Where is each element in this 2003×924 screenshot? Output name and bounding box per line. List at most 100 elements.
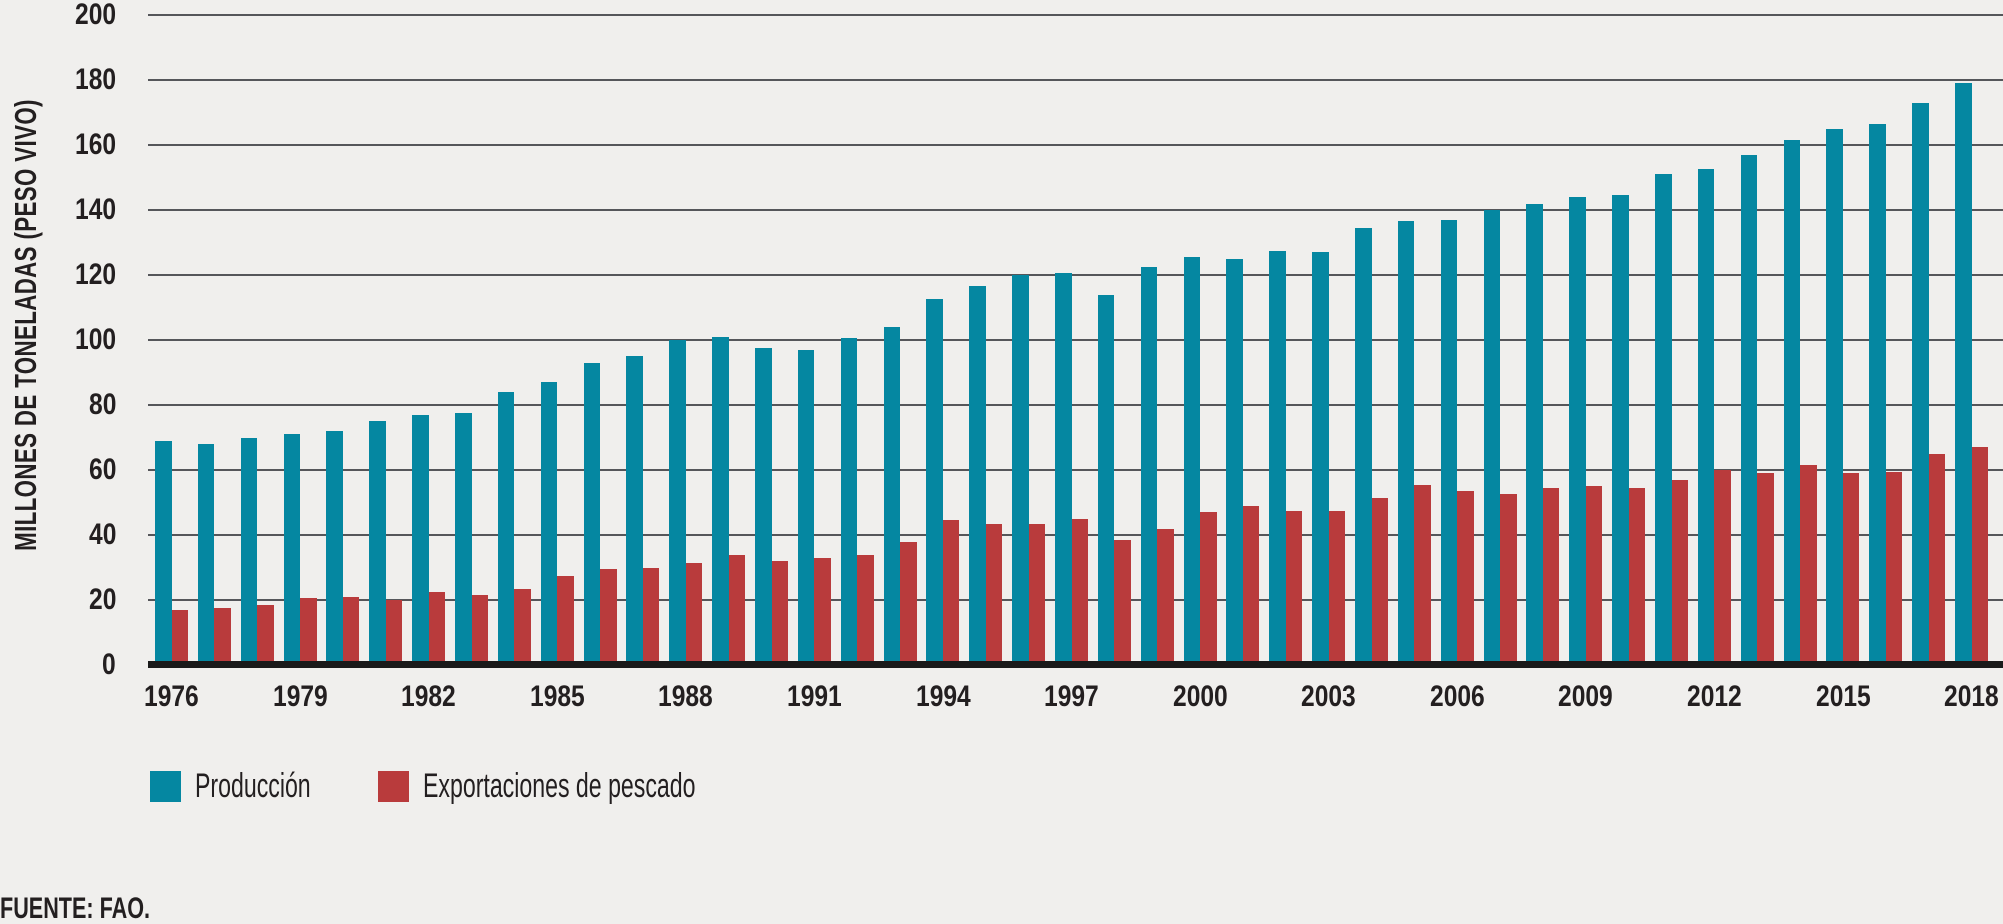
bar-group-2008	[1526, 203, 1560, 665]
bar-produccion-2008	[1526, 203, 1543, 665]
bar-produccion-1987	[626, 356, 643, 665]
legend-item-exportaciones: Exportaciones de pescado	[378, 767, 824, 805]
bar-exportaciones-2005	[1414, 484, 1431, 665]
bar-group-1978	[240, 437, 274, 665]
bar-produccion-2011	[1655, 174, 1672, 665]
bar-exportaciones-2015	[1842, 473, 1860, 665]
bar-group-2010	[1612, 195, 1646, 665]
bar-produccion-1990	[755, 348, 772, 665]
y-tick-text: 20	[88, 583, 116, 616]
bar-group-1982	[412, 414, 446, 665]
x-tick-text: 1979	[272, 680, 328, 713]
bar-produccion-1983	[455, 413, 472, 665]
bar-exportaciones-1999	[1157, 528, 1174, 665]
bar-exportaciones-2002	[1285, 510, 1303, 665]
bar-group-1977	[197, 444, 231, 665]
bar-produccion-2016	[1869, 123, 1886, 665]
x-tick-label-1982: 1982	[359, 680, 499, 714]
bar-produccion-2001	[1226, 258, 1243, 665]
bar-exportaciones-1983	[471, 595, 488, 665]
bar-exportaciones-1980	[342, 596, 360, 665]
y-tick-text: 0	[102, 648, 116, 681]
bar-group-1994	[926, 299, 960, 665]
bar-exportaciones-1978	[257, 604, 274, 665]
bar-exportaciones-1992	[857, 554, 874, 665]
bar-produccion-1994	[926, 299, 943, 665]
bar-produccion-1993	[883, 327, 901, 665]
bar-produccion-1999	[1140, 266, 1158, 665]
bar-produccion-2004	[1355, 227, 1372, 665]
y-tick-label-20: 20	[30, 582, 116, 618]
bar-produccion-2017	[1912, 102, 1929, 665]
x-tick-text: 1988	[658, 680, 714, 713]
bar-exportaciones-1979	[300, 598, 317, 665]
y-tick-text: 120	[74, 258, 116, 291]
legend-label-produccion: Producción	[195, 766, 311, 805]
x-tick-text: 1985	[529, 680, 585, 713]
bar-group-2007	[1483, 210, 1517, 665]
x-tick-label-1997: 1997	[1002, 680, 1142, 714]
x-tick-text: 1997	[1044, 680, 1099, 713]
y-tick-text: 80	[88, 388, 116, 421]
y-tick-text: 140	[74, 193, 116, 226]
gridline-140	[148, 209, 2003, 211]
x-tick-label-2012: 2012	[1644, 680, 1784, 714]
bar-produccion-1980	[326, 431, 343, 665]
bar-group-2017	[1912, 102, 1946, 665]
x-tick-text: 2018	[1944, 680, 1999, 713]
bar-produccion-1992	[840, 338, 858, 665]
bar-group-1984	[497, 392, 531, 665]
bar-group-1997	[1055, 273, 1088, 665]
bar-produccion-1977	[197, 444, 215, 665]
bar-exportaciones-1981	[385, 600, 403, 665]
bar-exportaciones-1991	[814, 557, 831, 665]
bar-group-2018	[1955, 83, 1988, 665]
bar-group-1986	[583, 362, 617, 665]
y-tick-text: 60	[88, 453, 116, 486]
bar-exportaciones-2018	[1971, 447, 1988, 665]
bar-exportaciones-1986	[600, 569, 617, 665]
bar-exportaciones-1995	[985, 523, 1003, 665]
gridline-60	[148, 469, 2003, 471]
bar-exportaciones-1976	[171, 609, 188, 665]
x-tick-label-1985: 1985	[487, 680, 627, 714]
bar-group-2003	[1312, 252, 1346, 665]
x-tick-text: 1982	[401, 680, 457, 713]
y-tick-label-160: 160	[30, 127, 116, 163]
gridline-80	[148, 404, 2003, 406]
bar-exportaciones-2001	[1242, 505, 1260, 665]
exportaciones-color-swatch	[378, 770, 409, 802]
bar-group-1999	[1140, 266, 1174, 665]
bar-produccion-1979	[283, 434, 301, 665]
bar-group-2011	[1655, 174, 1688, 665]
bar-group-2009	[1569, 197, 1603, 665]
bar-group-2001	[1226, 258, 1260, 665]
bar-exportaciones-1989	[728, 554, 746, 665]
x-tick-text: 2003	[1301, 680, 1357, 713]
x-tick-label-2003: 2003	[1259, 680, 1399, 714]
bar-exportaciones-1988	[685, 562, 703, 665]
bar-produccion-1976	[155, 440, 172, 665]
bar-exportaciones-2016	[1885, 471, 1903, 665]
y-tick-text: 40	[88, 518, 116, 551]
bar-group-1996	[1012, 275, 1046, 665]
bar-exportaciones-1996	[1028, 523, 1046, 665]
gridline-180	[148, 79, 2003, 81]
x-tick-text: 1976	[144, 680, 199, 713]
x-tick-label-2000: 2000	[1130, 680, 1270, 714]
legend-item-produccion: Producción	[150, 767, 365, 805]
bar-produccion-2006	[1440, 219, 1458, 665]
bar-exportaciones-1977	[214, 608, 231, 665]
x-tick-label-2015: 2015	[1773, 680, 1913, 714]
bar-group-2012	[1697, 169, 1731, 665]
bar-produccion-2018	[1955, 83, 1972, 665]
bar-exportaciones-2008	[1542, 487, 1560, 665]
bar-produccion-2003	[1312, 252, 1329, 665]
bar-exportaciones-1987	[642, 567, 660, 665]
bar-exportaciones-2010	[1628, 487, 1646, 665]
x-tick-label-1988: 1988	[616, 680, 756, 714]
bar-group-1987	[626, 356, 660, 665]
x-axis-line	[148, 661, 2003, 668]
x-tick-label-1994: 1994	[873, 680, 1013, 714]
